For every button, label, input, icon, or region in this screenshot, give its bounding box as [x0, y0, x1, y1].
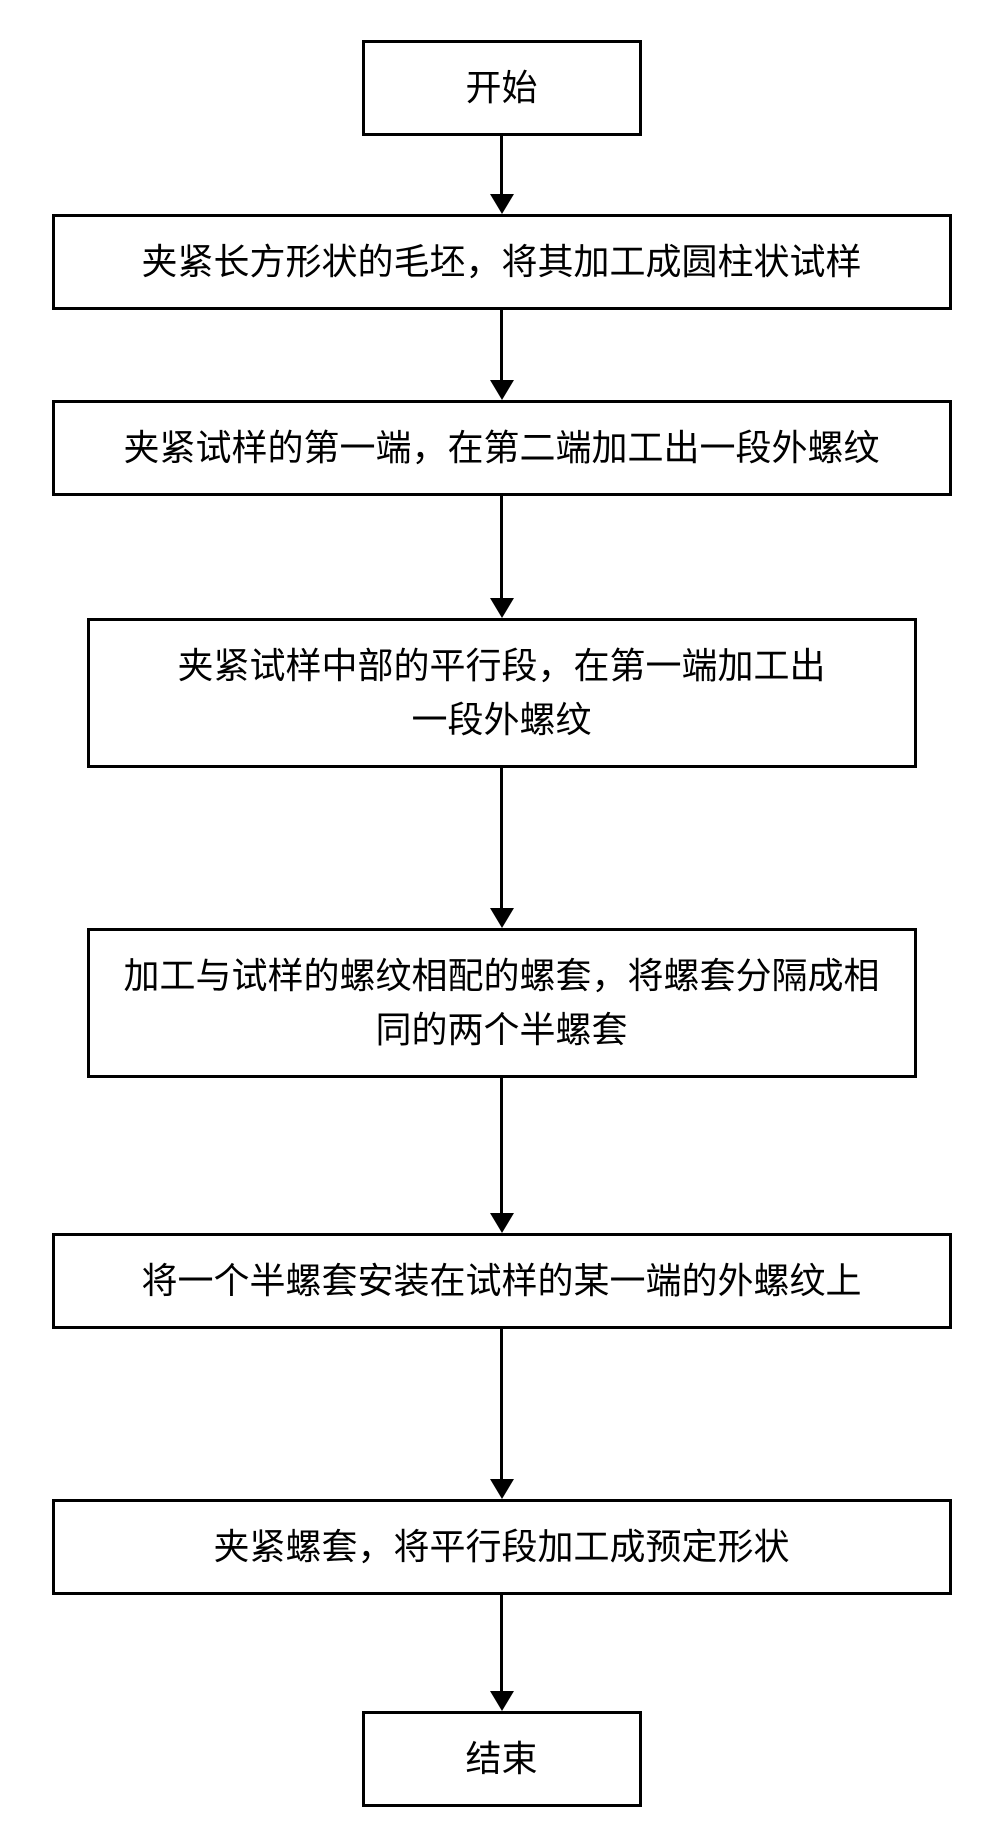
- flowchart-node-step5: 将一个半螺套安装在试样的某一端的外螺纹上: [52, 1233, 952, 1329]
- flowchart-container: 开始 夹紧长方形状的毛坯，将其加工成圆柱状试样 夹紧试样的第一端，在第二端加工出…: [52, 40, 952, 1807]
- node-label: 夹紧螺套，将平行段加工成预定形状: [213, 1520, 789, 1574]
- node-label-line1: 加工与试样的螺纹相配的螺套，将螺套分隔成相: [123, 949, 879, 1003]
- node-label: 结束: [465, 1732, 537, 1786]
- arrow-line: [500, 496, 503, 598]
- flowchart-arrow: [490, 496, 514, 618]
- flowchart-node-end: 结束: [362, 1711, 642, 1807]
- node-label-line2: 同的两个半螺套: [375, 1003, 627, 1057]
- arrow-head-icon: [490, 194, 514, 214]
- node-label: 夹紧试样的第一端，在第二端加工出一段外螺纹: [123, 421, 879, 475]
- node-label-line1: 夹紧试样中部的平行段，在第一端加工出: [177, 639, 825, 693]
- flowchart-arrow: [490, 136, 514, 214]
- arrow-head-icon: [490, 598, 514, 618]
- flowchart-arrow: [490, 1078, 514, 1233]
- flowchart-node-step3: 夹紧试样中部的平行段，在第一端加工出 一段外螺纹: [87, 618, 917, 768]
- node-label: 夹紧长方形状的毛坯，将其加工成圆柱状试样: [141, 235, 861, 289]
- flowchart-arrow: [490, 310, 514, 400]
- arrow-line: [500, 1078, 503, 1213]
- flowchart-node-step1: 夹紧长方形状的毛坯，将其加工成圆柱状试样: [52, 214, 952, 310]
- arrow-line: [500, 1595, 503, 1691]
- flowchart-node-start: 开始: [362, 40, 642, 136]
- arrow-line: [500, 768, 503, 908]
- arrow-head-icon: [490, 1213, 514, 1233]
- flowchart-arrow: [490, 1595, 514, 1711]
- arrow-head-icon: [490, 1691, 514, 1711]
- node-label: 开始: [465, 61, 537, 115]
- node-label-line2: 一段外螺纹: [411, 693, 591, 747]
- arrow-head-icon: [490, 908, 514, 928]
- node-label: 将一个半螺套安装在试样的某一端的外螺纹上: [141, 1254, 861, 1308]
- arrow-line: [500, 1329, 503, 1479]
- arrow-line: [500, 136, 503, 194]
- arrow-line: [500, 310, 503, 380]
- arrow-head-icon: [490, 1479, 514, 1499]
- flowchart-arrow: [490, 768, 514, 928]
- flowchart-node-step6: 夹紧螺套，将平行段加工成预定形状: [52, 1499, 952, 1595]
- arrow-head-icon: [490, 380, 514, 400]
- flowchart-node-step4: 加工与试样的螺纹相配的螺套，将螺套分隔成相 同的两个半螺套: [87, 928, 917, 1078]
- flowchart-arrow: [490, 1329, 514, 1499]
- flowchart-node-step2: 夹紧试样的第一端，在第二端加工出一段外螺纹: [52, 400, 952, 496]
